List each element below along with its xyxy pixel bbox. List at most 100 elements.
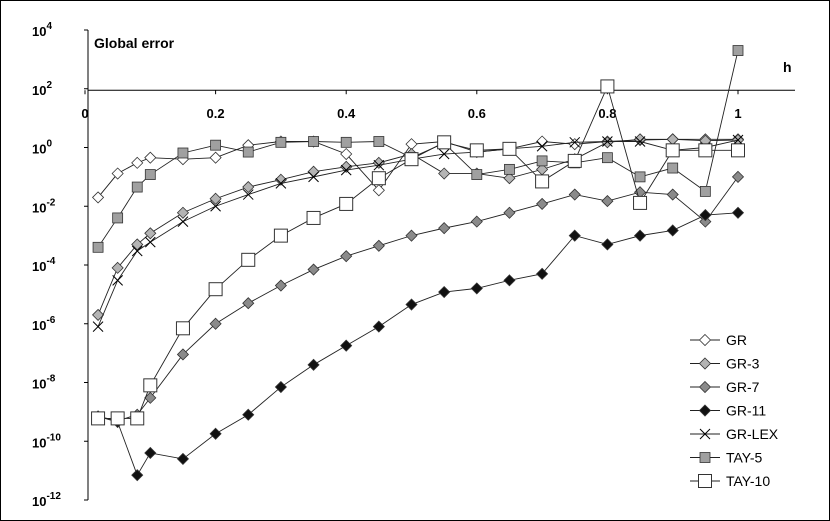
point-gr: [144, 151, 157, 164]
point-gr-lex: [536, 140, 548, 152]
point-tay-5: [536, 155, 548, 167]
point-tay-5: [144, 169, 156, 180]
point-gr-11: [372, 320, 385, 333]
point-gr-lex-stroke: [373, 159, 385, 171]
x-axis-label: h: [783, 59, 792, 75]
point-gr-7: [176, 348, 190, 361]
legend-marker-tay-5: [699, 452, 711, 463]
chart-title: Global error: [94, 35, 175, 51]
point-gr-3: [307, 165, 320, 178]
point-gr-lex-stroke: [144, 236, 156, 248]
x-tick-label: 0.6: [468, 106, 486, 121]
x-tick-label: 0.2: [207, 106, 225, 121]
point-gr-7: [405, 229, 418, 242]
point-tay-10: [339, 196, 354, 211]
point-tay-10: [130, 411, 145, 426]
point-tay-5: [504, 163, 515, 175]
point-gr-lex-stroke: [210, 200, 221, 212]
x-tick-label: 0.8: [598, 106, 616, 121]
point-gr-7: [274, 279, 287, 292]
point-gr-lex-stroke: [569, 136, 581, 148]
point-gr-11: [242, 408, 255, 421]
point-gr-lex: [144, 236, 156, 248]
point-gr: [536, 135, 549, 148]
y-tick-base: 10: [32, 24, 46, 39]
point-gr-11: [633, 229, 647, 242]
point-gr-7: [666, 188, 679, 201]
y-tick-exponent: -8: [46, 374, 55, 385]
point-gr-lex-stroke: [177, 216, 189, 227]
point-tay-10: [208, 282, 223, 297]
point-gr-lex: [602, 136, 613, 147]
series-line-tay-5: [97, 50, 739, 248]
point-gr-lex-stroke: [308, 171, 319, 183]
point-tay-5: [667, 162, 679, 174]
point-gr-lex: [732, 134, 744, 146]
legend-marker-gr-3: [698, 357, 712, 370]
point-gr-lex-stroke: [92, 321, 104, 332]
point-gr-7: [536, 197, 549, 210]
point-gr-7: [242, 297, 255, 310]
y-tick-label: 10-10: [32, 432, 61, 450]
point-gr-3: [91, 308, 105, 321]
point-gr-11: [568, 229, 581, 242]
point-gr-7: [144, 391, 157, 404]
point-gr-lex: [275, 178, 287, 189]
y-tick-exponent: -4: [46, 256, 55, 267]
point-gr-11: [307, 358, 320, 371]
y-tick-exponent: -2: [46, 197, 55, 208]
point-gr-3: [666, 133, 679, 146]
point-gr-lex: [92, 321, 104, 332]
y-tick-exponent: 2: [46, 80, 52, 91]
y-tick-base: 10: [32, 200, 46, 215]
point-gr-lex: [242, 189, 254, 200]
point-tay-5: [112, 212, 124, 224]
point-tay-5: [242, 146, 254, 158]
point-gr-7: [209, 317, 222, 330]
point-tay-10: [404, 152, 419, 167]
point-gr-lex: [131, 245, 143, 257]
point-gr-11: [405, 298, 418, 311]
y-tick-base: 10: [32, 83, 46, 98]
point-gr-lex: [373, 159, 385, 171]
point-gr-lex: [112, 275, 124, 286]
point-gr-11: [340, 339, 353, 352]
point-gr-7: [601, 195, 614, 208]
y-tick-exponent: -10: [46, 432, 61, 443]
point-tay-10: [698, 143, 713, 158]
point-tay-10: [600, 79, 615, 94]
legend-marker-gr-7: [698, 380, 712, 394]
y-tick-base: 10: [32, 318, 46, 333]
series-line-gr-7: [97, 176, 739, 422]
point-gr-lex-stroke: [602, 136, 613, 147]
y-tick-exponent: 0: [46, 139, 52, 150]
point-tay-10: [175, 321, 190, 336]
point-gr-11: [470, 282, 483, 295]
legend-marker-gr-lex-stroke: [699, 428, 711, 440]
point-gr: [340, 147, 353, 161]
point-gr-lex: [308, 171, 319, 183]
point-tay-10: [633, 195, 648, 210]
point-gr-3: [503, 172, 516, 185]
point-gr-lex-stroke: [536, 140, 548, 152]
y-tick-label: 10-4: [32, 256, 56, 274]
point-tay-10: [143, 378, 158, 393]
point-tay-10: [306, 210, 321, 225]
point-gr-lex-stroke: [732, 134, 744, 146]
point-gr-11: [601, 238, 614, 251]
point-gr-7: [503, 206, 516, 219]
series-line-gr-3: [97, 138, 739, 316]
point-gr: [372, 184, 385, 197]
point-gr-11: [131, 469, 144, 482]
point-gr-3: [633, 133, 647, 146]
point-gr-3: [176, 206, 190, 219]
point-gr-3: [131, 238, 144, 251]
point-gr-lex-stroke: [275, 178, 287, 189]
point-gr-3: [601, 136, 614, 149]
x-tick-label: 1: [734, 106, 741, 121]
legend-label-gr-7: GR-7: [726, 379, 760, 395]
point-gr-7: [438, 222, 451, 235]
point-tay-5: [308, 136, 319, 147]
point-tay-10: [91, 411, 106, 426]
